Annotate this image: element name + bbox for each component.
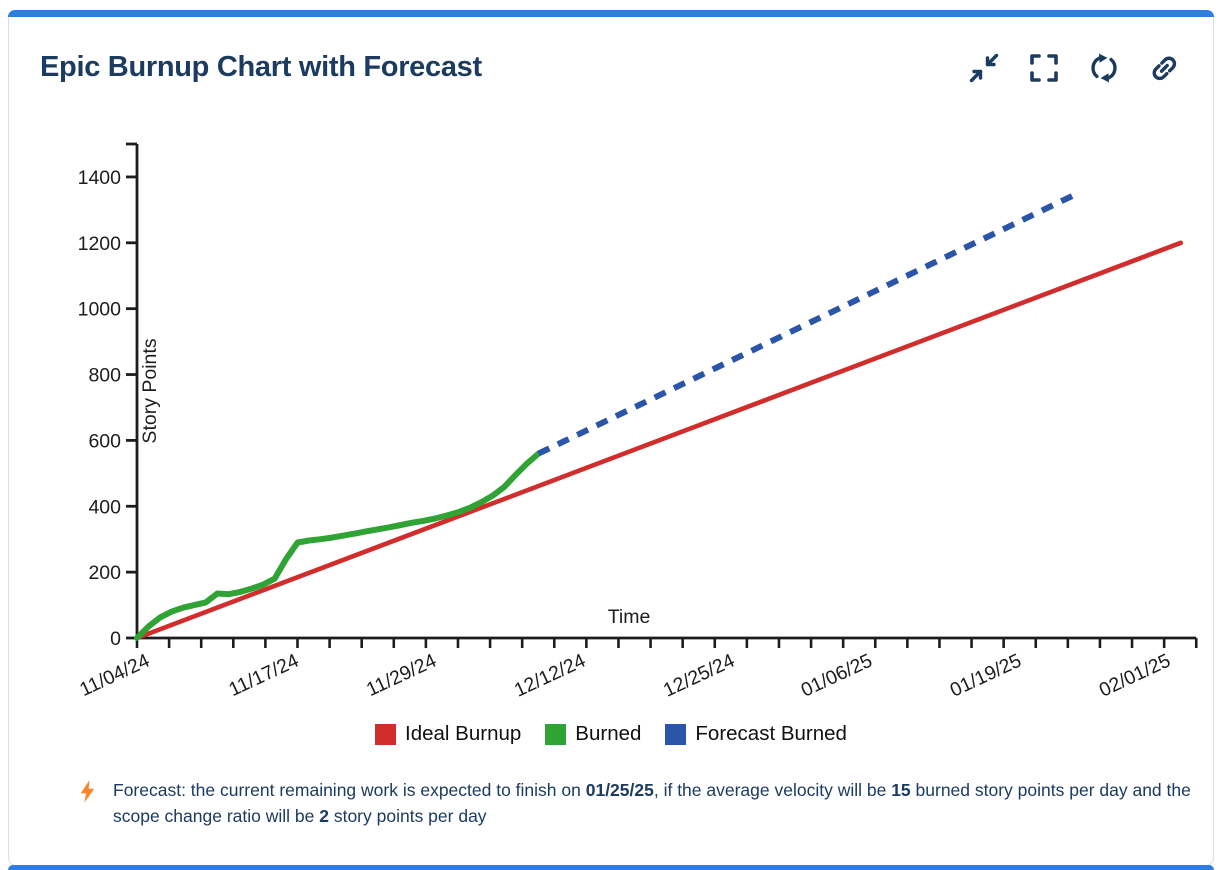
legend-item-ideal-burnup: Ideal Burnup [375, 722, 521, 746]
legend-label: Forecast Burned [695, 722, 847, 745]
fullscreen-button[interactable] [1027, 52, 1061, 86]
x-axis-title: Time [608, 606, 651, 628]
lightning-bolt-icon [80, 780, 95, 808]
x-tick-label: 01/06/25 [798, 650, 876, 702]
legend-label: Ideal Burnup [405, 722, 522, 745]
legend-swatch [665, 723, 687, 745]
y-tick-label: 1400 [78, 167, 122, 189]
widget-actions [967, 52, 1181, 86]
chart-legend: Ideal Burnup Burned Forecast Burned [9, 722, 1213, 746]
refresh-button[interactable] [1087, 52, 1121, 86]
x-axis: 11/04/24 11/17/24 11/29/24 12/12/24 12/25/24… [76, 606, 1198, 702]
y-tick-label: 400 [88, 496, 121, 518]
series-forecast-burned [537, 190, 1079, 457]
widget-title: Epic Burnup Chart with Forecast [40, 51, 482, 83]
series-ideal-burnup [134, 240, 1184, 641]
series-burned [134, 450, 542, 641]
link-icon [1147, 51, 1181, 88]
forecast-note-text: Forecast: the current remaining work is … [113, 780, 1191, 826]
x-tick-label: 02/01/25 [1096, 650, 1174, 702]
x-tick-label: 11/29/24 [363, 650, 440, 701]
burnup-chart: 0 200 400 600 800 1000 1200 1400 Story Points 11/… [76, 142, 1198, 702]
next-widget-accent-bar [8, 865, 1214, 870]
y-tick-label: 200 [88, 562, 121, 584]
y-axis-title: Story Points [139, 338, 161, 443]
forecast-note: Forecast: the current remaining work is … [80, 777, 1193, 829]
y-tick-label: 0 [110, 628, 121, 650]
expand-brackets-icon [1027, 51, 1061, 88]
series-group [134, 190, 1184, 641]
legend-swatch [545, 723, 567, 745]
x-tick-label: 12/12/24 [511, 650, 589, 702]
y-tick-label: 800 [88, 365, 121, 387]
x-tick-label: 01/19/25 [947, 650, 1025, 702]
collapse-button[interactable] [967, 52, 1001, 86]
y-tick-label: 1200 [78, 233, 122, 255]
link-button[interactable] [1147, 52, 1181, 86]
epic-burnup-widget: 0 200 400 600 800 1000 1200 1400 Story Points 11/… [8, 10, 1214, 866]
x-tick-label: 11/17/24 [225, 650, 302, 701]
legend-swatch [375, 723, 397, 745]
x-tick-label: 11/04/24 [76, 650, 153, 701]
x-tick-label: 12/25/24 [660, 650, 738, 702]
compress-arrows-icon [967, 51, 1001, 88]
y-tick-label: 1000 [78, 299, 122, 321]
legend-label: Burned [575, 722, 642, 745]
legend-item-burned: Burned [545, 722, 641, 746]
y-tick-label: 600 [88, 430, 121, 452]
y-axis: 0 200 400 600 800 1000 1200 1400 Story Points [78, 142, 161, 650]
legend-item-forecast-burned: Forecast Burned [665, 722, 847, 746]
refresh-icon [1087, 51, 1121, 88]
widget-accent-bar [8, 10, 1214, 17]
